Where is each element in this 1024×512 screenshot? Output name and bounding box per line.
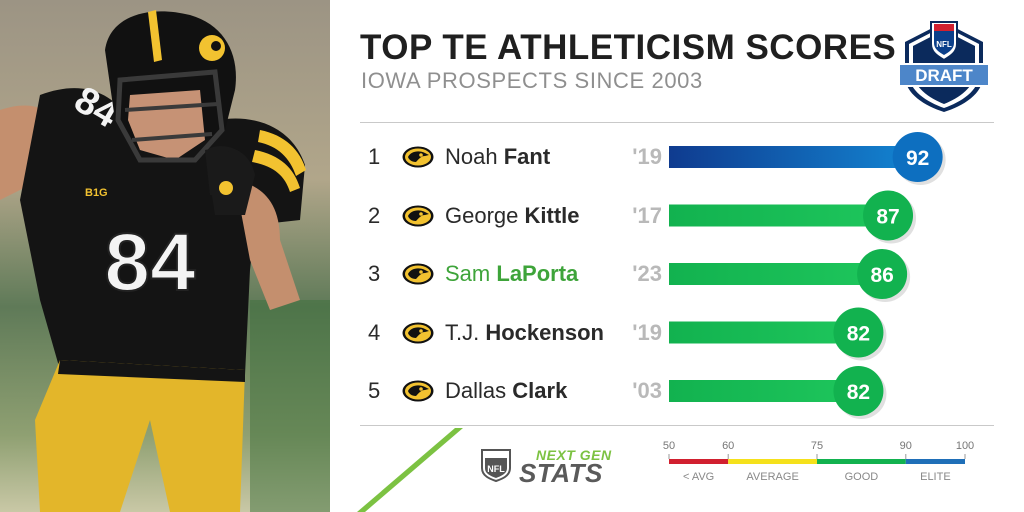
draft-year: '17 (632, 202, 662, 228)
player-last-name: LaPorta (496, 261, 579, 286)
player-first-name: Sam (445, 261, 491, 286)
ranking-row: 2 George Kittle '17 (360, 191, 994, 241)
scale-category-label: ELITE (920, 471, 951, 483)
player-name: Dallas Clark (445, 378, 567, 404)
player-last-name: Fant (503, 144, 551, 169)
player-name: T.J. Hockenson (445, 320, 604, 346)
scale-tick-label: 90 (899, 440, 912, 452)
next-gen-label: NEXT GEN (536, 447, 612, 463)
draft-year: '19 (632, 319, 662, 345)
chart-title: TOP TE ATHLETICISM SCORES (360, 28, 897, 67)
rank-number: 5 (368, 378, 381, 403)
scale-tick-label: 75 (810, 440, 824, 452)
decorative-stripe (357, 428, 463, 512)
hawkeye-logo-icon (402, 380, 434, 402)
draft-year: '19 (632, 144, 662, 169)
conference-patch: B1G (85, 187, 108, 199)
scale-tick-label: 100 (955, 440, 975, 452)
player-name: Noah Fant (445, 144, 550, 170)
ranking-row: 3 Sam LaPorta '23 (360, 249, 994, 299)
draft-year: '03 (632, 378, 662, 403)
player-first-name: George (445, 202, 519, 228)
player-last-name: Clark (512, 378, 568, 403)
ranking-row: 4 T.J. Hockenson '19 (360, 308, 994, 358)
scale-segment (728, 459, 817, 464)
nfl-shield-logo: NFL (480, 446, 512, 487)
player-name: Sam LaPorta (445, 261, 578, 287)
hawkeye-logo-icon (402, 263, 434, 285)
player-photo: 84 84 B1G (0, 0, 330, 512)
player-name: George Kittle (445, 203, 580, 229)
scale-tick-label: 50 (662, 440, 676, 452)
draft-year: '23 (632, 261, 662, 286)
scale-category-label: < AVG (682, 471, 715, 483)
player-last-name: Hockenson (485, 319, 604, 345)
chart-subtitle: IOWA PROSPECTS SINCE 2003 (361, 68, 703, 93)
scale-segment (669, 459, 729, 464)
nfl-shield-text: NFL (936, 40, 952, 49)
nfl-draft-logo: NFL DRAFT (893, 14, 995, 114)
player-first-name: T.J. (445, 319, 480, 345)
ranking-row: 1 Noah Fant '19 (360, 132, 994, 182)
scale-category-label: AVERAGE (746, 471, 799, 483)
player-first-name: Noah (445, 144, 498, 169)
rank-number: 2 (368, 202, 381, 228)
scale-segment (905, 459, 965, 464)
nfl-shield-label: NFL (487, 464, 505, 474)
rank-number: 3 (368, 261, 381, 286)
scale-tick-label: 60 (722, 440, 735, 452)
draft-banner-text: DRAFT (915, 66, 973, 85)
bottom-divider (360, 425, 994, 426)
hawkeye-logo-icon (402, 322, 434, 343)
player-first-name: Dallas (445, 378, 507, 403)
hawkeye-logo-icon (402, 205, 434, 226)
rank-number: 1 (368, 144, 381, 169)
jersey-number: 84 (104, 217, 196, 308)
player-last-name: Kittle (524, 202, 580, 228)
top-divider (360, 122, 994, 123)
scale-segment (817, 459, 906, 464)
ranking-row: 5 Dallas Clark '03 (360, 366, 994, 416)
rank-number: 4 (368, 319, 381, 345)
scale-category-label: GOOD (844, 471, 879, 483)
stats-label: STATS (519, 458, 603, 488)
hawkeye-logo-icon (402, 146, 434, 168)
